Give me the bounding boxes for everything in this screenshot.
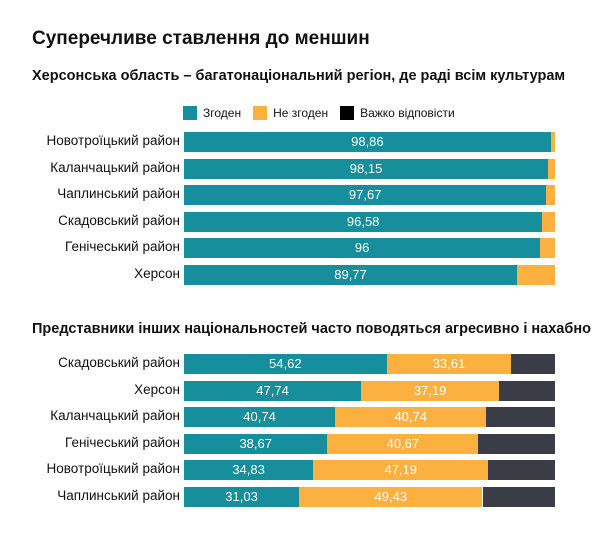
bar-segment [548,158,555,179]
legend-label: Згоден [203,106,242,120]
data-label: 38,67 [239,435,272,451]
bar-segment [184,354,387,374]
bar-segment [299,487,483,507]
category-label: Новотроїцький район [46,133,180,148]
bar-segment [550,132,555,152]
category-label: Каланчацький район [50,159,180,175]
category-label: Скадовський район [58,355,180,370]
legend-swatch [253,106,268,120]
legend-swatch [183,106,197,120]
data-label: 96,58 [346,213,380,229]
category-label: Херсон [134,266,180,281]
chart-2-title: Представники інших національностей часто… [32,321,591,337]
data-label: 40,74 [243,409,276,425]
bar-segment [499,380,555,401]
bar-segment [546,185,555,206]
legend-label: Не згоден [273,106,329,120]
bar-segment [184,265,518,285]
data-label: 49,43 [374,489,408,504]
chart-1-title: Херсонська область – багатонаціональний … [32,68,566,84]
bar-segment [184,460,314,481]
category-label: Каланчацький район [50,408,180,424]
bar-segment [184,211,543,232]
data-label: 47,19 [384,462,418,478]
bar-segment [184,132,551,152]
bar-segment [184,380,362,401]
bar-segment [517,265,555,285]
legend: Згоден Не згоден Важко відповісти [183,106,467,120]
data-label: 40,67 [386,435,420,451]
data-label: 37,19 [413,382,447,398]
bar-segment [184,487,300,507]
bar-segment [184,238,541,259]
data-label: 33,61 [432,356,466,371]
legend-item-disagree: Не згоден [253,106,328,120]
bar-segment [542,211,555,232]
legend-label: Важко відповісти [360,106,455,120]
data-label: 98,15 [349,160,383,176]
legend-item-hard-to-say: Важко відповісти [340,106,455,120]
category-label: Генічеський район [65,434,180,450]
data-label: 47,74 [256,382,289,398]
data-label: 34,83 [232,462,265,478]
legend-swatch [340,106,355,120]
data-label: 31,03 [225,489,258,504]
bar-segment [184,185,547,206]
bar-segment [335,407,487,428]
category-label: Скадовський район [58,212,180,228]
bar-segment [540,238,555,259]
bar-segment [488,460,555,481]
data-label: 40,74 [394,409,427,425]
bar-segment [361,380,500,401]
category-label: Херсон [134,381,180,397]
bar-segment [511,354,555,374]
data-label: 89,77 [334,267,367,282]
bar-segment [327,433,479,454]
bar-segment [482,487,555,507]
bar-segment [386,354,512,374]
category-label: Чаплинський район [57,186,180,202]
bar-segment [478,433,555,454]
bar-segment [184,433,328,454]
legend-item-agree: Згоден [183,106,241,120]
category-label: Чаплинський район [57,488,180,503]
data-label: 96 [354,240,370,256]
bar-segment [486,407,555,428]
category-label: Генічеський район [65,239,180,255]
bar-segment [184,407,336,428]
data-label: 98,86 [351,134,384,149]
page-title: Суперечливе ставлення до меншин [32,28,370,49]
data-label: 97,67 [348,187,382,203]
bar-segment [184,158,549,179]
category-label: Новотроїцький район [46,461,180,477]
bar-segment [313,460,489,481]
data-label: 54,62 [269,356,302,371]
